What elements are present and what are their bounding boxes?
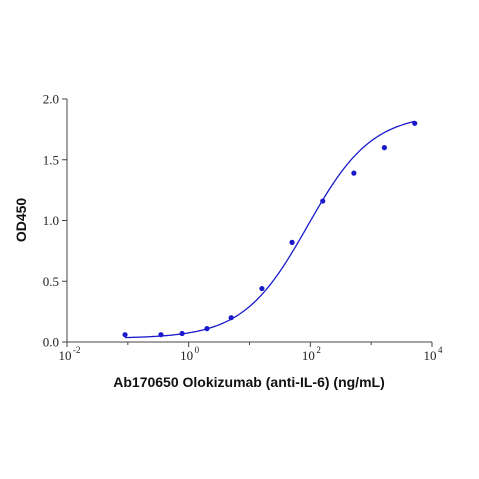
data-point bbox=[320, 198, 326, 204]
data-point bbox=[122, 332, 128, 338]
x-tick-exponent: 4 bbox=[438, 345, 443, 355]
x-tick-label: 10 bbox=[59, 348, 72, 363]
data-point bbox=[158, 332, 164, 338]
y-ticks: 0.0 0.5 1.0 1.5 2.0 bbox=[43, 92, 67, 350]
y-tick-label: 2.0 bbox=[43, 92, 59, 107]
data-point bbox=[228, 315, 234, 321]
data-point bbox=[259, 285, 265, 292]
data-point bbox=[381, 145, 387, 151]
data-point bbox=[289, 239, 295, 245]
data-point bbox=[204, 326, 210, 332]
x-tick-label: 10 bbox=[302, 348, 315, 363]
x-axis-title: Ab170650 Olokizumab (anti-IL-6) (ng/mL) bbox=[113, 374, 384, 390]
y-tick-label: 0.5 bbox=[43, 274, 59, 289]
x-tick-label: 10 bbox=[424, 348, 437, 363]
y-tick-label: 0.0 bbox=[43, 335, 59, 350]
fit-curve bbox=[125, 120, 415, 339]
data-point bbox=[179, 330, 185, 337]
x-tick-exponent: -2 bbox=[73, 345, 81, 355]
y-tick-label: 1.5 bbox=[43, 152, 59, 167]
data-points bbox=[122, 120, 418, 338]
x-tick-label: 10 bbox=[180, 348, 193, 363]
x-ticks: 10 -2 10 0 10 2 10 4 bbox=[59, 342, 443, 363]
x-tick-exponent: 2 bbox=[316, 345, 321, 355]
data-point bbox=[351, 170, 357, 176]
y-axis-title: OD450 bbox=[13, 198, 29, 243]
data-point bbox=[412, 120, 418, 126]
x-axis: 10 -2 10 0 10 2 10 4 bbox=[59, 341, 443, 363]
y-axis: 0.0 0.5 1.0 1.5 2.0 bbox=[43, 92, 68, 350]
x-tick-exponent: 0 bbox=[195, 345, 200, 355]
y-tick-label: 1.0 bbox=[43, 213, 59, 228]
